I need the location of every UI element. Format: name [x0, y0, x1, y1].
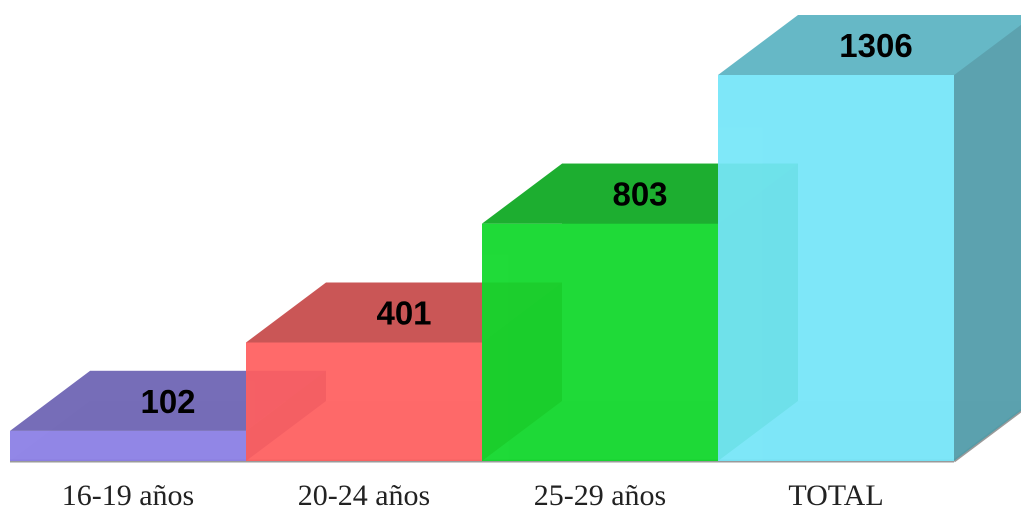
bar-side-face [954, 24, 1021, 461]
bar-front-face [246, 342, 482, 461]
data-label: 401 [376, 294, 431, 331]
category-label: 20-24 años [298, 479, 430, 512]
bar-front-face [482, 223, 718, 461]
data-label: 803 [612, 176, 667, 213]
category-label: 16-19 años [62, 479, 194, 512]
bar-front-face [10, 430, 246, 461]
data-label: 1306 [839, 27, 912, 64]
category-axis: 16-19 años 20-24 años 25-29 años TOTAL [62, 479, 884, 512]
category-label: TOTAL [788, 479, 883, 512]
bar-4 [718, 15, 1021, 461]
bar-top-face [718, 15, 1021, 75]
data-label: 102 [140, 383, 195, 420]
data-labels: 102 401 803 1306 [140, 27, 912, 420]
bar-front-face [718, 75, 954, 461]
bars [10, 15, 1021, 462]
category-label: 25-29 años [534, 479, 666, 512]
